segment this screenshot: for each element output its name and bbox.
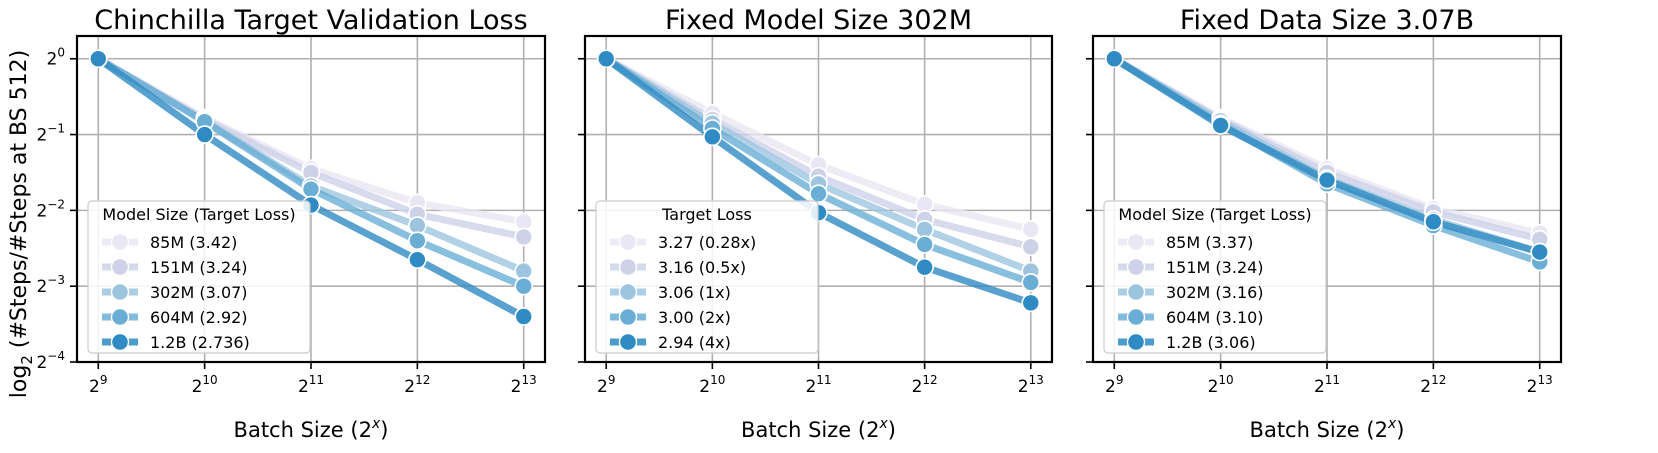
legend-swatch-marker — [110, 332, 130, 352]
legend-swatch-marker — [618, 232, 638, 252]
legend-entry: 151M (3.24) — [150, 258, 248, 277]
legend-title: Model Size (Target Loss) — [102, 205, 295, 224]
legend-entry: 604M (3.10) — [1166, 308, 1264, 327]
data-point — [301, 179, 321, 199]
data-point — [1021, 293, 1041, 313]
data-point — [1211, 116, 1230, 135]
x-tick-label: 212 — [1420, 373, 1446, 397]
data-point — [195, 125, 214, 144]
x-tick-label: 212 — [404, 373, 430, 397]
legend-swatch-marker — [110, 257, 130, 277]
legend-title: Target Loss — [661, 205, 752, 224]
data-point — [1021, 273, 1041, 292]
data-point — [1104, 49, 1124, 69]
legend-swatch-marker — [618, 257, 638, 277]
x-axis-label: Batch Size (2x) — [741, 416, 896, 442]
y-tick-label: 2−1 — [36, 122, 65, 146]
x-tick-label: 210 — [699, 373, 725, 397]
legend-entry: 302M (3.16) — [1166, 283, 1264, 302]
legend-entry: 85M (3.37) — [1166, 233, 1253, 252]
data-point — [915, 235, 934, 254]
x-tick-label: 29 — [1105, 373, 1123, 397]
y-tick-label: 2−2 — [36, 197, 65, 221]
legend: Target Loss 3.27 (0.28x) 3.16 (0.5x) 3.06 (… — [595, 200, 819, 354]
data-point — [514, 307, 534, 326]
y-axis-label: log2 (#Steps/#Steps at BS 512) — [7, 50, 36, 398]
data-point — [1317, 170, 1337, 190]
legend-entry: 302M (3.07) — [150, 283, 248, 302]
data-point — [915, 257, 934, 277]
data-point — [1021, 220, 1041, 239]
panels: 29 210 211 212 213 20 2−1 2−2 2−3 2−4 Chinchilla T… — [36, 5, 1563, 442]
legend-box — [595, 200, 819, 354]
x-tick-label: 210 — [1208, 373, 1234, 397]
legend-entry: 151M (3.24) — [1166, 258, 1264, 277]
legend-swatch-marker — [110, 307, 130, 327]
x-tick-label: 212 — [912, 373, 938, 397]
legend-swatch-marker — [110, 232, 130, 252]
data-point — [88, 49, 108, 69]
legend: Model Size (Target Loss) 85M (3.42) 151M (… — [87, 200, 311, 354]
x-axis-label: Batch Size (2x) — [1250, 416, 1405, 442]
chart-title: Fixed Model Size 302M — [665, 5, 972, 36]
x-tick-label: 211 — [1314, 373, 1340, 397]
panel-1: 29 210 211 212 213 20 2−1 2−2 2−3 2−4 Chinchilla T… — [36, 5, 547, 442]
panel-3: 29 210 211 212 213 Fixed Data Size 3.07B Batch… — [1086, 5, 1563, 442]
legend-entry: 604M (2.92) — [150, 308, 248, 327]
data-point — [514, 276, 534, 296]
x-tick-label: 213 — [1018, 373, 1044, 397]
legend-entry: 85M (3.42) — [150, 233, 237, 252]
x-tick-label: 213 — [1527, 373, 1553, 397]
data-point — [1021, 237, 1041, 257]
legend-entry: 1.2B (3.06) — [1166, 333, 1256, 352]
chart-title: Fixed Data Size 3.07B — [1180, 5, 1474, 36]
legend-swatch-marker — [1126, 332, 1146, 352]
x-tick-label: 213 — [511, 373, 537, 397]
legend-entry: 1.2B (2.736) — [150, 333, 250, 352]
legend-swatch-marker — [1126, 307, 1146, 327]
legend-entry: 3.06 (1x) — [658, 283, 731, 302]
x-tick-label: 211 — [298, 373, 324, 397]
legend-swatch-marker — [1126, 282, 1146, 302]
data-point — [408, 231, 427, 250]
legend-swatch-marker — [618, 282, 638, 302]
plot-frame — [583, 34, 1054, 364]
legend-box — [87, 200, 311, 354]
legend-title: Model Size (Target Loss) — [1118, 205, 1311, 224]
legend: Model Size (Target Loss) 85M (3.37) 151M (… — [1103, 200, 1327, 354]
x-tick-label: 29 — [89, 373, 107, 397]
plot-frame — [1091, 34, 1563, 364]
data-point — [408, 250, 427, 269]
legend-entry: 3.00 (2x) — [658, 308, 731, 327]
legend-entry: 2.94 (4x) — [658, 333, 731, 352]
y-tick-label: 20 — [47, 46, 65, 70]
chart-title: Chinchilla Target Validation Loss — [94, 5, 527, 36]
legend-swatch-marker — [1126, 257, 1146, 277]
data-point — [809, 184, 828, 203]
data-point — [1530, 242, 1550, 262]
x-axis-label: Batch Size (2x) — [234, 416, 389, 442]
x-tick-label: 211 — [805, 373, 831, 397]
data-point — [596, 49, 616, 69]
legend-box — [1103, 200, 1327, 354]
panel-2: 29 210 211 212 213 Fixed Model Size 302M Batch… — [578, 5, 1054, 442]
legend-entry: 3.27 (0.28x) — [658, 233, 756, 252]
legend-entry: 3.16 (0.5x) — [658, 258, 746, 277]
legend-swatch-marker — [618, 307, 638, 327]
data-point — [1424, 212, 1443, 232]
y-tick-label: 2−3 — [36, 273, 65, 297]
x-tick-label: 210 — [192, 373, 218, 397]
legend-swatch-marker — [110, 282, 130, 302]
y-tick-label: 2−4 — [36, 349, 65, 373]
plot-frame — [75, 34, 547, 364]
legend-swatch-marker — [1126, 232, 1146, 252]
data-point — [514, 227, 534, 247]
data-point — [703, 127, 722, 147]
x-tick-label: 29 — [597, 373, 615, 397]
legend-swatch-marker — [618, 332, 638, 352]
